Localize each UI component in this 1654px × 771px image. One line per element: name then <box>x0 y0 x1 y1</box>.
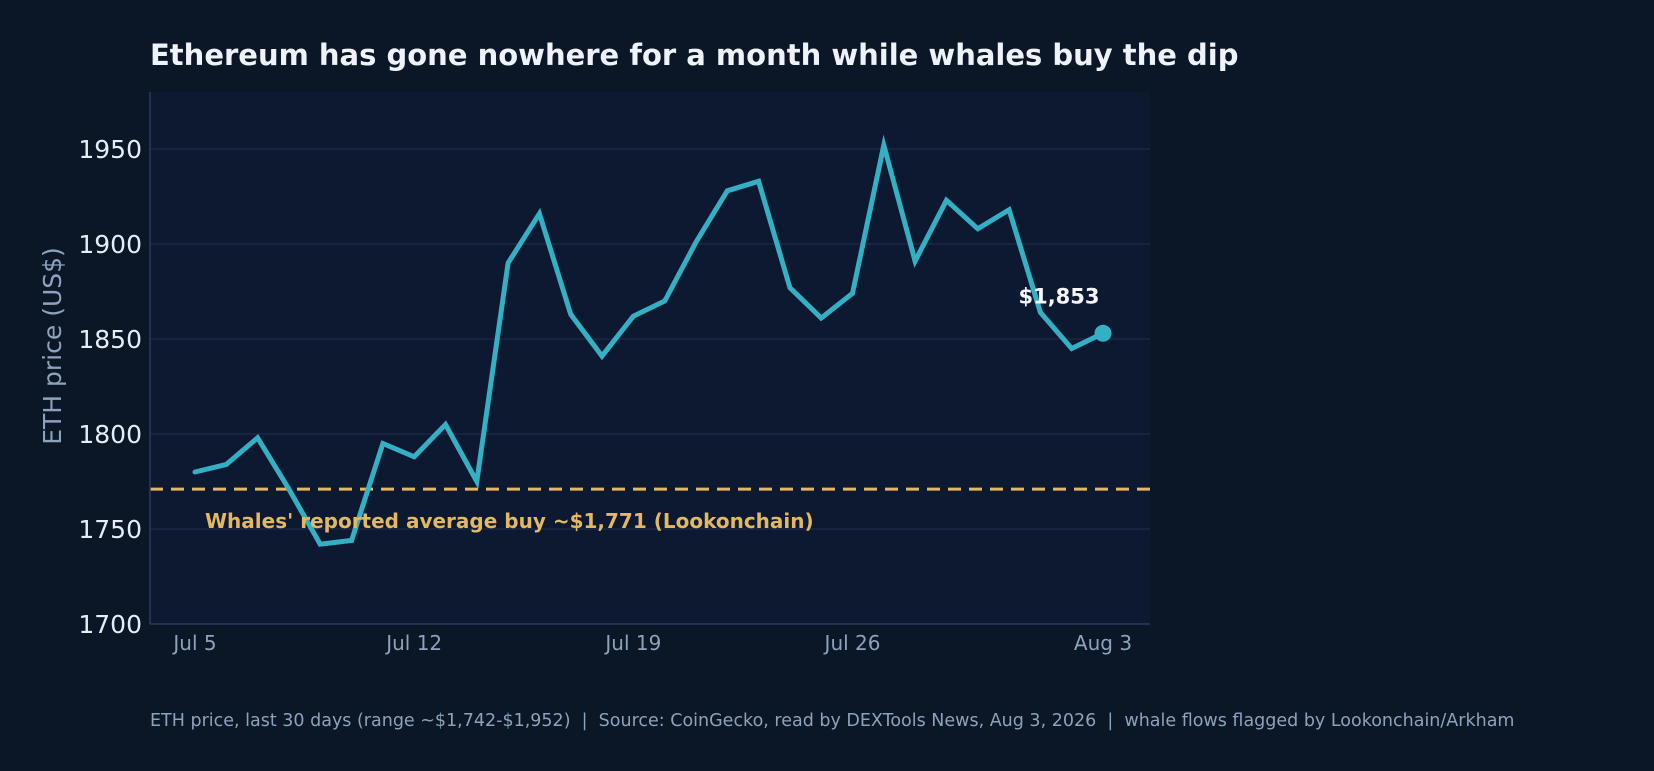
last-price-label: $1,853 <box>1018 284 1099 308</box>
last-price-marker <box>1094 324 1112 342</box>
y-axis-label: ETH price (US$) <box>38 247 67 445</box>
x-tick-label: Aug 3 <box>1074 631 1132 655</box>
chart-title: Ethereum has gone nowhere for a month wh… <box>150 38 1239 72</box>
reference-line-label: Whales' reported average buy ~$1,771 (Lo… <box>205 509 814 533</box>
grid-lines <box>150 148 1150 530</box>
eth-price-line <box>192 134 1106 547</box>
y-tick-label: 1950 <box>78 135 142 164</box>
x-tick-label: Jul 5 <box>171 631 216 655</box>
x-tick-labels: Jul 5 Jul 12 Jul 19 Jul 26 Aug 3 <box>171 631 1132 655</box>
y-tick-label: 1700 <box>78 610 142 639</box>
x-tick-label: Jul 26 <box>823 631 881 655</box>
y-tick-label: 1800 <box>78 420 142 449</box>
series-group <box>192 134 1112 547</box>
footer-source-note: ETH price, last 30 days (range ~$1,742-$… <box>150 711 1514 731</box>
plot-area <box>150 92 1150 624</box>
y-tick-labels: 1700 1750 1800 1850 1900 1950 <box>78 135 142 639</box>
y-tick-label: 1750 <box>78 515 142 544</box>
axes <box>149 92 1150 625</box>
y-tick-label: 1850 <box>78 325 142 354</box>
x-tick-label: Jul 19 <box>603 631 661 655</box>
y-tick-label: 1900 <box>78 230 142 259</box>
x-tick-label: Jul 12 <box>384 631 442 655</box>
